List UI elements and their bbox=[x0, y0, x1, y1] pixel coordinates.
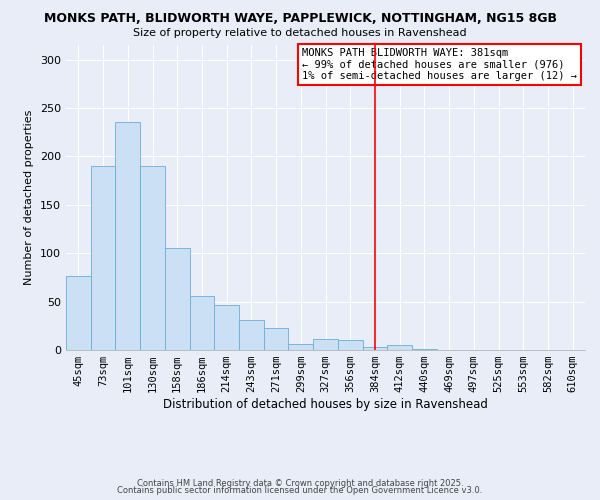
Text: Contains HM Land Registry data © Crown copyright and database right 2025.: Contains HM Land Registry data © Crown c… bbox=[137, 478, 463, 488]
Bar bbox=[140, 166, 165, 350]
Bar bbox=[338, 340, 362, 350]
Bar bbox=[66, 276, 91, 350]
Bar bbox=[214, 306, 239, 350]
Bar bbox=[387, 345, 412, 350]
Bar bbox=[91, 166, 115, 350]
Y-axis label: Number of detached properties: Number of detached properties bbox=[25, 110, 34, 285]
Bar bbox=[190, 296, 214, 350]
Text: MONKS PATH, BLIDWORTH WAYE, PAPPLEWICK, NOTTINGHAM, NG15 8GB: MONKS PATH, BLIDWORTH WAYE, PAPPLEWICK, … bbox=[44, 12, 557, 26]
Bar bbox=[313, 340, 338, 350]
Bar bbox=[115, 122, 140, 350]
Text: Size of property relative to detached houses in Ravenshead: Size of property relative to detached ho… bbox=[133, 28, 467, 38]
Bar bbox=[165, 248, 190, 350]
Bar bbox=[362, 347, 387, 350]
Text: Contains public sector information licensed under the Open Government Licence v3: Contains public sector information licen… bbox=[118, 486, 482, 495]
X-axis label: Distribution of detached houses by size in Ravenshead: Distribution of detached houses by size … bbox=[163, 398, 488, 411]
Bar bbox=[289, 344, 313, 350]
Bar bbox=[412, 349, 437, 350]
Text: MONKS PATH BLIDWORTH WAYE: 381sqm
← 99% of detached houses are smaller (976)
1% : MONKS PATH BLIDWORTH WAYE: 381sqm ← 99% … bbox=[302, 48, 577, 82]
Bar bbox=[264, 328, 289, 350]
Bar bbox=[239, 320, 264, 350]
